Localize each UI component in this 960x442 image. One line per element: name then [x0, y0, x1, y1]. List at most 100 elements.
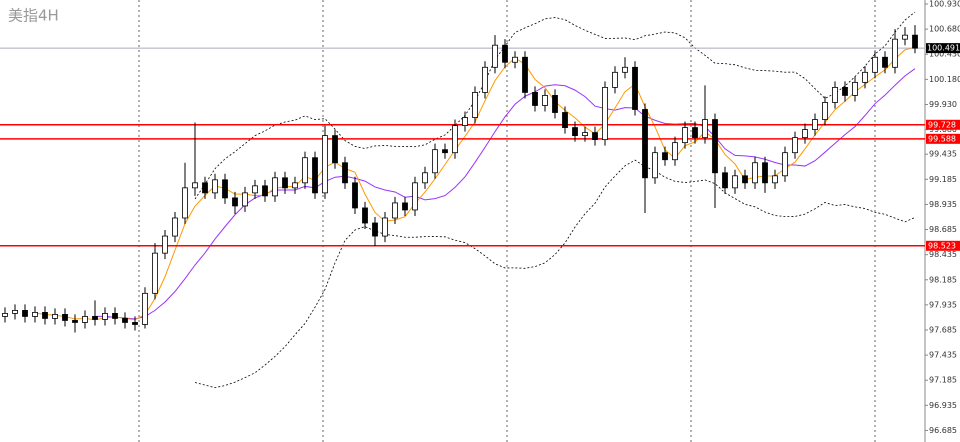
candle-body — [142, 292, 148, 325]
candle-body — [772, 175, 778, 184]
candle-body — [52, 314, 58, 319]
candle-body — [382, 217, 388, 237]
level-label: 99.588 — [928, 134, 956, 143]
candle-body — [882, 56, 888, 68]
candle-body — [472, 92, 478, 118]
candle-body — [452, 125, 458, 154]
candle-body — [812, 119, 818, 130]
y-tick-label: 100.430 — [929, 50, 960, 59]
candle-body — [342, 162, 348, 184]
candle-body — [212, 179, 218, 194]
candle-body — [842, 86, 848, 96]
candle-body — [202, 182, 208, 194]
level-tag — [926, 119, 960, 130]
candle-body — [162, 235, 168, 254]
candle-body — [72, 320, 78, 323]
candle-body — [902, 34, 908, 40]
candle-body — [192, 182, 198, 189]
bollinger-upper — [194, 11, 916, 200]
candle-body — [532, 92, 538, 106]
candle-body — [682, 127, 688, 144]
candle-body — [562, 112, 568, 128]
candle-body — [292, 182, 298, 189]
candle-body — [832, 86, 838, 103]
y-tick-label: 97.185 — [929, 376, 957, 385]
candle-body — [82, 316, 88, 323]
candle-body — [62, 314, 68, 321]
candle-body — [332, 135, 338, 164]
candle-body — [462, 117, 468, 126]
candle-body — [352, 182, 358, 209]
y-tick-label: 98.935 — [929, 200, 957, 209]
candle-body — [632, 66, 638, 110]
candle-body — [102, 313, 108, 320]
candle-body — [242, 192, 248, 207]
y-tick-label: 97.935 — [929, 300, 957, 309]
last-price-label: 100.491 — [927, 44, 960, 53]
y-tick-label: 96.935 — [929, 401, 957, 410]
candle-body — [482, 66, 488, 93]
candle-body — [662, 152, 668, 161]
candle-body — [442, 149, 448, 154]
candle-body — [802, 129, 808, 139]
candle-body — [712, 119, 718, 174]
candle-body — [282, 177, 288, 189]
candle-body — [582, 132, 588, 137]
last-price-tag — [926, 43, 960, 54]
y-tick-label: 100.180 — [929, 75, 960, 84]
y-tick-label: 97.435 — [929, 351, 957, 360]
candle-body — [432, 149, 438, 174]
candle-body — [32, 312, 38, 317]
y-tick-label: 99.930 — [929, 100, 957, 109]
candle-body — [732, 175, 738, 189]
candle-body — [622, 66, 628, 73]
level-label: 98.523 — [928, 241, 956, 250]
candle-body — [392, 202, 398, 219]
candle-body — [322, 135, 328, 194]
candle-body — [182, 187, 188, 219]
bollinger-lower — [194, 159, 916, 389]
y-tick-label: 96.685 — [929, 426, 957, 435]
candle-body — [92, 316, 98, 320]
candle-body — [2, 313, 8, 317]
candle-body — [372, 222, 378, 237]
period-separators — [138, 0, 876, 442]
y-tick-label: 97.685 — [929, 325, 957, 334]
candle-body — [232, 197, 238, 207]
candle-body — [222, 179, 228, 199]
candle-body — [742, 175, 748, 184]
y-tick-label: 100.930 — [929, 0, 960, 9]
candle-body — [722, 172, 728, 189]
candle-body — [552, 95, 558, 113]
candle-body — [782, 152, 788, 177]
candle-body — [672, 142, 678, 161]
candle-body — [862, 71, 868, 83]
candle-body — [652, 152, 658, 179]
candle-body — [642, 109, 648, 179]
candle-body — [502, 44, 508, 63]
candle-body — [122, 318, 128, 323]
y-tick-label: 99.435 — [929, 150, 957, 159]
level-tag — [926, 240, 960, 251]
candle-body — [762, 162, 768, 184]
candle-body — [912, 34, 918, 49]
candle-body — [702, 119, 708, 139]
candle-body — [522, 56, 528, 93]
candle-body — [492, 44, 498, 68]
y-tick-label: 98.185 — [929, 275, 957, 284]
candle-body — [512, 56, 518, 63]
y-tick-label: 98.435 — [929, 250, 957, 259]
level-tag — [926, 133, 960, 144]
candle-body — [302, 157, 308, 184]
moving-average-slow — [95, 68, 916, 320]
candle-body — [152, 252, 158, 294]
candle-body — [892, 38, 898, 68]
candle-body — [272, 177, 278, 197]
candle-body — [852, 81, 858, 96]
chart-title: 美指4H — [8, 7, 59, 25]
candle-body — [592, 132, 598, 141]
candle-body — [412, 182, 418, 211]
candle-body — [132, 322, 138, 325]
